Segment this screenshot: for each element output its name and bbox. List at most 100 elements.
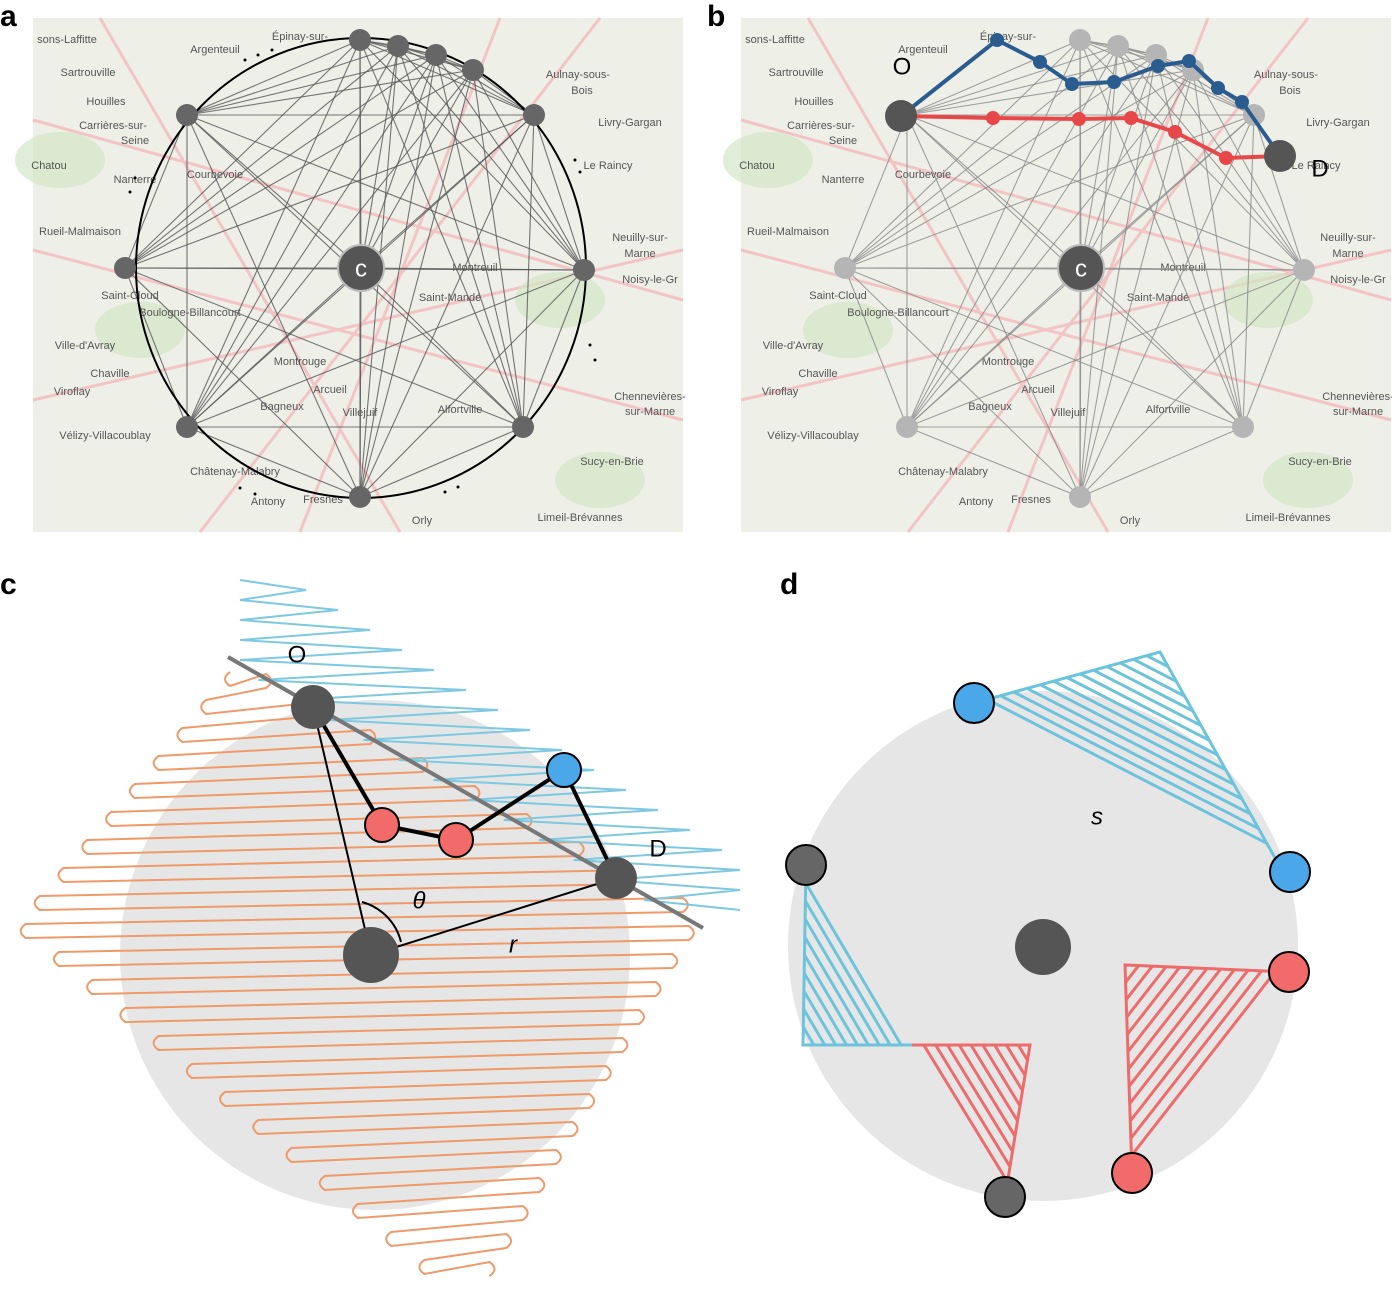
map-label: Marne bbox=[624, 248, 655, 260]
map-label: Rueil-Malmaison bbox=[747, 226, 829, 238]
hatch bbox=[946, 1044, 1014, 1153]
edge bbox=[186, 45, 399, 428]
hatch bbox=[1146, 654, 1169, 669]
map-label: Vélizy-Villacoublay bbox=[59, 430, 151, 442]
edge bbox=[1117, 45, 1255, 116]
map-label: Limeil-Brévannes bbox=[1246, 512, 1331, 524]
radius bbox=[370, 877, 617, 956]
dot bbox=[588, 343, 592, 347]
spoke bbox=[360, 69, 474, 269]
center-label: c bbox=[1075, 255, 1087, 282]
map-label: Boulogne-Billancourt bbox=[847, 307, 949, 319]
edge bbox=[1155, 54, 1244, 428]
edge bbox=[844, 54, 1157, 269]
dot bbox=[270, 48, 274, 52]
map-label: Alfortville bbox=[438, 404, 483, 416]
park bbox=[555, 452, 645, 508]
map-label: Aulnay-sous- bbox=[1254, 69, 1319, 81]
edge bbox=[124, 39, 361, 269]
map-label: Antony bbox=[959, 496, 994, 508]
hatch bbox=[1013, 690, 1252, 816]
map-label: Chaville bbox=[798, 368, 837, 380]
node bbox=[834, 257, 856, 279]
map-label: Bois bbox=[571, 85, 593, 97]
edge bbox=[472, 69, 524, 428]
panel-letter: d bbox=[780, 568, 798, 601]
spoke bbox=[360, 267, 524, 428]
edge bbox=[359, 39, 585, 271]
map-label: Chennevières- bbox=[614, 391, 686, 403]
node bbox=[114, 257, 136, 279]
map-label: Sucy-en-Brie bbox=[580, 456, 644, 468]
map-label: Neuilly-sur- bbox=[1320, 232, 1376, 244]
destination-label: D bbox=[649, 835, 666, 862]
map-label: Courbevoie bbox=[187, 169, 243, 181]
origin-label: O bbox=[893, 53, 912, 80]
hatch bbox=[804, 900, 892, 1046]
map-label: Livry-Gargan bbox=[598, 117, 662, 129]
edge bbox=[522, 269, 585, 428]
hatch bbox=[1079, 672, 1210, 742]
map-label: Houilles bbox=[794, 96, 834, 108]
node bbox=[523, 104, 545, 126]
spoke bbox=[1079, 39, 1082, 269]
road bbox=[806, 17, 1110, 533]
map-label: Argenteuil bbox=[190, 44, 240, 56]
destination-label: D bbox=[1311, 155, 1328, 182]
edge bbox=[844, 114, 908, 269]
dot bbox=[133, 176, 137, 180]
map-label: Livry-Gargan bbox=[1306, 117, 1370, 129]
hatch bbox=[1130, 970, 1277, 1157]
edge bbox=[124, 114, 188, 269]
edge bbox=[844, 114, 1255, 269]
spoke bbox=[360, 267, 585, 271]
map-label: Aulnay-sous- bbox=[546, 69, 611, 81]
hatch bbox=[1126, 966, 1181, 1036]
node bbox=[1069, 486, 1091, 508]
map-label: Nanterre bbox=[822, 174, 865, 186]
map-label: Nanterre bbox=[114, 174, 157, 186]
panel-letter: a bbox=[0, 0, 17, 33]
map-label: Fresnes bbox=[1011, 494, 1051, 506]
hatch bbox=[803, 918, 881, 1046]
map-label: Chatou bbox=[31, 160, 66, 172]
hatch bbox=[1124, 965, 1154, 1001]
map-label: sur-Marne bbox=[1333, 406, 1383, 418]
spoke bbox=[186, 267, 362, 428]
map-label: Bagneux bbox=[968, 401, 1012, 413]
sector bbox=[912, 1043, 1032, 1198]
spoke bbox=[1080, 54, 1157, 269]
node bbox=[176, 104, 198, 126]
edge bbox=[359, 39, 535, 116]
radius-label: r bbox=[509, 931, 518, 958]
edge bbox=[844, 39, 1081, 269]
edge bbox=[1242, 114, 1255, 428]
edge bbox=[906, 426, 1081, 498]
edge bbox=[1079, 69, 1194, 498]
hatch bbox=[1066, 676, 1219, 757]
map-label: Limeil-Brévannes bbox=[538, 512, 623, 524]
map-label: Chennevières- bbox=[1322, 391, 1392, 403]
edge bbox=[1079, 426, 1244, 498]
map-label: Épinay-sur- bbox=[272, 30, 329, 43]
edge bbox=[1192, 69, 1305, 271]
edge bbox=[844, 267, 1244, 428]
spoke bbox=[360, 54, 437, 269]
node bbox=[1069, 29, 1091, 51]
spoke bbox=[1080, 267, 1305, 271]
dot bbox=[578, 170, 582, 174]
edge bbox=[472, 69, 585, 271]
hatch bbox=[1127, 968, 1222, 1088]
map-label: Saint-Cloud bbox=[101, 290, 158, 302]
road bbox=[32, 248, 684, 422]
panel-letter: c bbox=[0, 568, 17, 601]
route-node bbox=[1168, 125, 1182, 139]
node bbox=[512, 416, 534, 438]
map-label: Orly bbox=[412, 515, 433, 527]
node bbox=[387, 35, 409, 57]
destination-node bbox=[595, 857, 637, 899]
map-label: Carrières-sur- bbox=[787, 120, 855, 132]
hatch bbox=[802, 990, 837, 1046]
node bbox=[573, 259, 595, 281]
hatch bbox=[1125, 965, 1168, 1018]
